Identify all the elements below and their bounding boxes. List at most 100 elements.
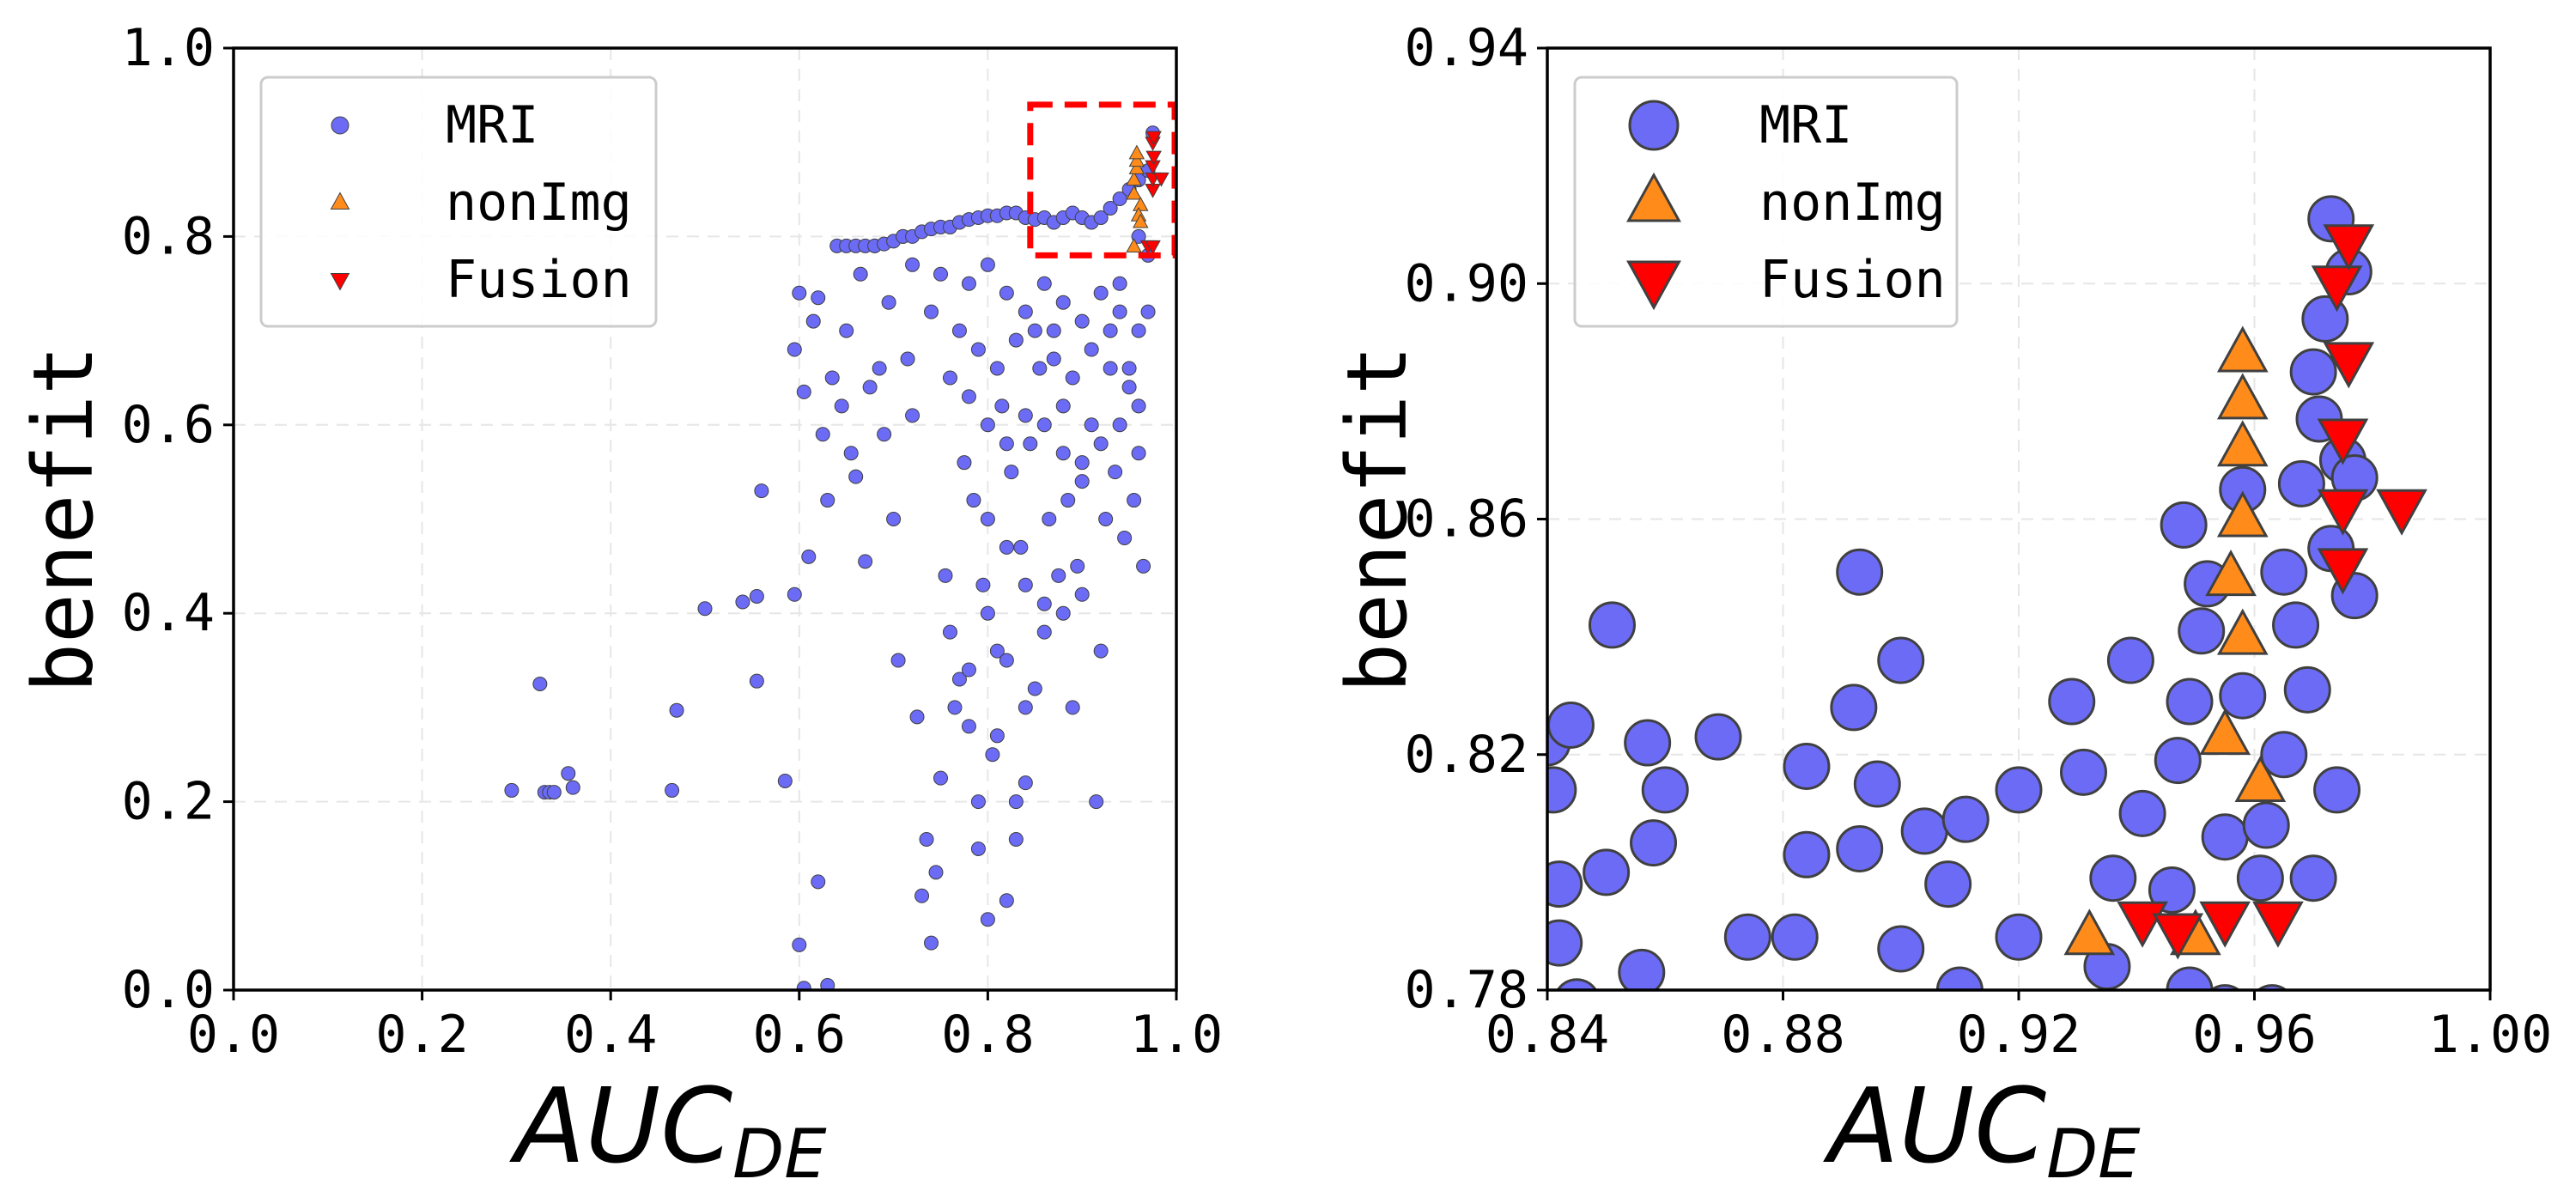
series-nonimg [2063,325,2287,956]
point-mri [1103,200,1118,216]
point-mri [1018,577,1033,592]
x-tick-label: 0.88 [1721,1005,1845,1065]
point-fusion [2317,418,2369,465]
point-mri [546,785,562,800]
point-mri [801,549,817,564]
x-tick-label: 0.84 [1485,1005,1610,1065]
point-mri [2148,866,2196,914]
point-mri [735,594,750,610]
point-mri [1556,978,1598,990]
point-mri [957,455,972,471]
point-mri [2313,766,2361,814]
point-fusion [1145,240,1161,255]
point-mri [975,577,991,592]
data-points [1547,195,2427,990]
point-mri [1630,819,1678,867]
point-mri [1136,558,1151,574]
point-mri [1098,512,1114,526]
point-mri [1588,601,1636,649]
point-nonimg [1126,238,1142,252]
point-mri [2272,601,2320,649]
point-mri [1830,684,1878,732]
point-mri [900,351,915,367]
point-mri [1935,966,1984,990]
point-mri [2154,737,2202,785]
point-fusion [2317,489,2369,536]
point-mri [980,512,995,526]
point-mri [1074,313,1090,329]
point-mri [1013,539,1029,555]
point-mri [1103,361,1118,376]
point-mri [1618,948,1666,990]
point-fusion [2311,265,2363,313]
point-mri [985,747,1000,763]
point-mri [942,624,957,640]
point-nonimg [2216,608,2269,655]
point-mri [1547,860,1583,908]
point-mri [933,770,948,786]
legend-label-nonimg: nonImg [1759,173,1946,233]
point-mri [1836,824,1884,872]
point-mri [787,342,802,357]
point-mri [909,709,925,725]
point-mri [1055,446,1071,461]
legend: MRI nonImg Fusion [259,76,658,328]
point-nonimg [1126,185,1142,200]
point-mri [1051,568,1066,583]
point-mri [862,380,878,395]
x-tick-label: 0.8 [941,1005,1034,1065]
point-mri [2236,854,2284,902]
y-tick-label: 0.8 [122,206,215,266]
point-mri [980,912,995,927]
point-mri [839,323,854,338]
point-fusion [2252,901,2304,948]
y-tick-label: 0.82 [1405,725,1529,785]
y-tick-label: 0.78 [1405,960,1529,1020]
point-mri [1018,304,1033,319]
point-mri [1008,794,1024,810]
point-mri [947,700,963,715]
point-mri [1018,775,1033,791]
point-mri [1131,228,1146,244]
point-mri [999,436,1014,452]
legend-marker-nonimg [1626,172,1681,222]
legend-marker-mri [331,116,349,135]
point-mri [1131,398,1146,414]
point-mri [1055,605,1071,621]
point-mri [1055,398,1071,414]
point-mri [1108,465,1123,480]
point-mri [886,512,902,526]
point-mri [1093,436,1109,452]
point-mri [914,888,930,903]
point-mri [843,446,859,461]
point-mri [2166,966,2214,990]
point-mri [1121,361,1137,376]
point-mri [1112,276,1127,291]
point-mri [1093,643,1109,659]
point-mri [665,782,680,798]
point-mri [1023,436,1038,452]
point-mri [999,539,1014,555]
point-mri [1103,323,1118,338]
point-mri [1112,417,1127,433]
point-mri [805,313,821,329]
legend-label-mri: MRI [446,95,538,155]
series-fusion [2117,224,2427,960]
point-mri [697,601,713,617]
point-mri [994,398,1010,414]
point-mri [905,257,920,272]
point-mri [989,643,1005,659]
point-fusion [1145,131,1162,146]
point-mri [1547,701,1595,749]
point-mri [1093,210,1109,225]
series-mri [1547,195,2379,990]
point-mri [853,266,868,282]
point-mri [2089,854,2137,902]
x-tick-label: 0.0 [187,1005,280,1065]
point-mri [1877,925,1925,973]
y-tick-label: 0.4 [122,583,215,643]
point-nonimg [2063,908,2116,956]
point-mri [1547,919,1583,967]
point-mri [669,702,684,718]
point-mri [966,493,981,508]
